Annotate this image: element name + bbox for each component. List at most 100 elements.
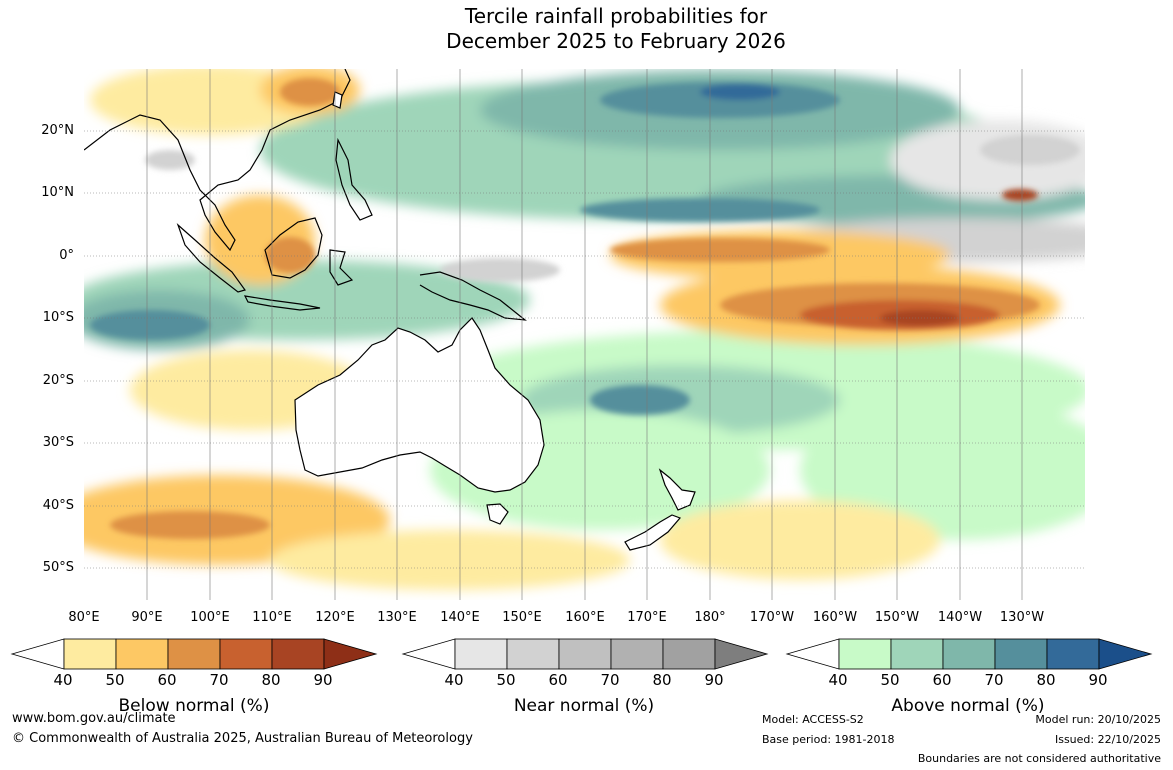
title-line-1: Tercile rainfall probabilities for: [464, 4, 768, 28]
footer-base-period: Base period: 1981-2018: [762, 733, 895, 746]
above-normal-title: Above normal (%): [891, 696, 1045, 716]
above-tick-70: 70: [984, 671, 1004, 689]
above-colorbar-segment-3: [942, 638, 996, 670]
footer-issued: Issued: 22/10/2025: [1054, 733, 1161, 746]
lat-label-equator: 0°: [59, 248, 74, 263]
above-colorbar-segment-1: [838, 638, 892, 670]
below-tick-90: 90: [313, 671, 333, 689]
footer-model-run: Model run: 20/10/2025: [1035, 713, 1161, 726]
below-normal-strong-hawaii-south: [1002, 189, 1038, 201]
graticule: [84, 130, 1085, 569]
near-tick-80: 80: [652, 671, 672, 689]
near-colorbar-segment-1: [454, 638, 508, 670]
lon-label-140w: 140°W: [937, 610, 983, 625]
lat-label-10s: 10°S: [42, 310, 74, 325]
above-normal-strong-spcz: [590, 385, 690, 415]
below-normal-strong-china: [280, 78, 340, 106]
above-colorbar-low-arrow: [785, 638, 840, 670]
below-colorbar-segment-4: [219, 638, 273, 670]
near-colorbar-segment-3: [558, 638, 612, 670]
near-colorbar-low-arrow: [401, 638, 456, 670]
lon-label-90e: 90°E: [131, 610, 163, 625]
below-normal-extreme-south-pacific: [880, 310, 960, 326]
above-colorbar-segment-5: [1046, 638, 1100, 670]
meridians: [146, 69, 1023, 600]
lon-label-130e: 130°E: [377, 610, 417, 625]
near-tick-60: 60: [548, 671, 568, 689]
above-colorbar-segment-2: [890, 638, 944, 670]
above-tick-60: 60: [932, 671, 952, 689]
below-colorbar-segment-3: [167, 638, 221, 670]
lat-label-50s: 50°S: [42, 560, 74, 575]
footer-model: Model: ACCESS-S2: [762, 713, 864, 726]
near-tick-50: 50: [496, 671, 516, 689]
lon-label-150e: 150°E: [502, 610, 542, 625]
probability-field: [84, 69, 1085, 590]
coastlines: [84, 69, 696, 551]
below-colorbar-low-arrow: [10, 638, 65, 670]
lon-label-170w: 170°W: [749, 610, 795, 625]
near-colorbar-high-arrow: [714, 638, 769, 670]
new-zealand-north: [658, 468, 696, 511]
lat-label-20s: 20°S: [42, 373, 74, 388]
lat-label-10n: 10°N: [41, 185, 74, 200]
below-tick-60: 60: [157, 671, 177, 689]
australia-landmass: [294, 317, 545, 493]
near-colorbar-segment-4: [610, 638, 664, 670]
lon-label-150w: 150°W: [874, 610, 920, 625]
lon-label-140e: 140°E: [440, 610, 480, 625]
near-normal-title: Near normal (%): [513, 696, 655, 716]
lon-label-100e: 100°E: [190, 610, 230, 625]
below-tick-80: 80: [261, 671, 281, 689]
near-colorbar-segment-5: [662, 638, 716, 670]
lon-label-80e: 80°E: [68, 610, 100, 625]
above-normal-very-strong: [700, 84, 780, 100]
java: [243, 295, 321, 311]
lon-label-160e: 160°E: [565, 610, 605, 625]
above-colorbar-segment-4: [994, 638, 1048, 670]
above-normal-strong-west: [90, 310, 210, 340]
below-colorbar-high-arrow: [323, 638, 378, 670]
map-title: Tercile rainfall probabilities for Decem…: [0, 4, 1173, 54]
lon-label-110e: 110°E: [252, 610, 292, 625]
near-normal-northeast-core: [980, 135, 1080, 165]
below-normal-far-south: [270, 530, 630, 590]
sulawesi: [329, 249, 354, 286]
below-normal-strong-equatorial: [610, 238, 830, 262]
above-tick-90: 90: [1088, 671, 1108, 689]
lon-label-180: 180°: [694, 610, 726, 625]
above-normal-strong-north: [600, 82, 840, 118]
tasmania: [486, 503, 509, 525]
new-zealand-south: [624, 514, 682, 551]
below-colorbar-segment-1: [63, 638, 117, 670]
below-colorbar-segment-5: [271, 638, 325, 670]
below-normal-strong-southern: [110, 511, 270, 539]
below-colorbar-segment-2: [115, 638, 169, 670]
above-normal-southeast: [800, 400, 1085, 540]
below-tick-40: 40: [53, 671, 73, 689]
sumatra: [176, 223, 246, 293]
lat-label-40s: 40°S: [42, 498, 74, 513]
below-tick-70: 70: [209, 671, 229, 689]
probability-base-layer: [84, 69, 1085, 590]
taiwan: [332, 91, 343, 109]
near-tick-40: 40: [444, 671, 464, 689]
below-normal-south-central: [660, 500, 940, 580]
lon-label-120e: 120°E: [315, 610, 355, 625]
near-tick-90: 90: [704, 671, 724, 689]
below-tick-50: 50: [105, 671, 125, 689]
colorbars: [10, 638, 1153, 670]
lat-label-30s: 30°S: [42, 435, 74, 450]
lon-label-160w: 160°W: [812, 610, 858, 625]
borneo: [264, 217, 323, 279]
above-tick-80: 80: [1036, 671, 1056, 689]
near-colorbar-segment-2: [506, 638, 560, 670]
title-line-2: December 2025 to February 2026: [446, 29, 786, 53]
near-normal-png: [440, 258, 560, 282]
footer-website: www.bom.gov.au/climate: [12, 711, 176, 726]
below-normal-strong-borneo: [265, 237, 315, 273]
new-guinea: [419, 271, 527, 321]
footer-copyright: © Commonwealth of Australia 2025, Austra…: [12, 731, 473, 746]
footer-disclaimer: Boundaries are not considered authoritat…: [917, 752, 1161, 765]
lat-label-20n: 20°N: [41, 123, 74, 138]
